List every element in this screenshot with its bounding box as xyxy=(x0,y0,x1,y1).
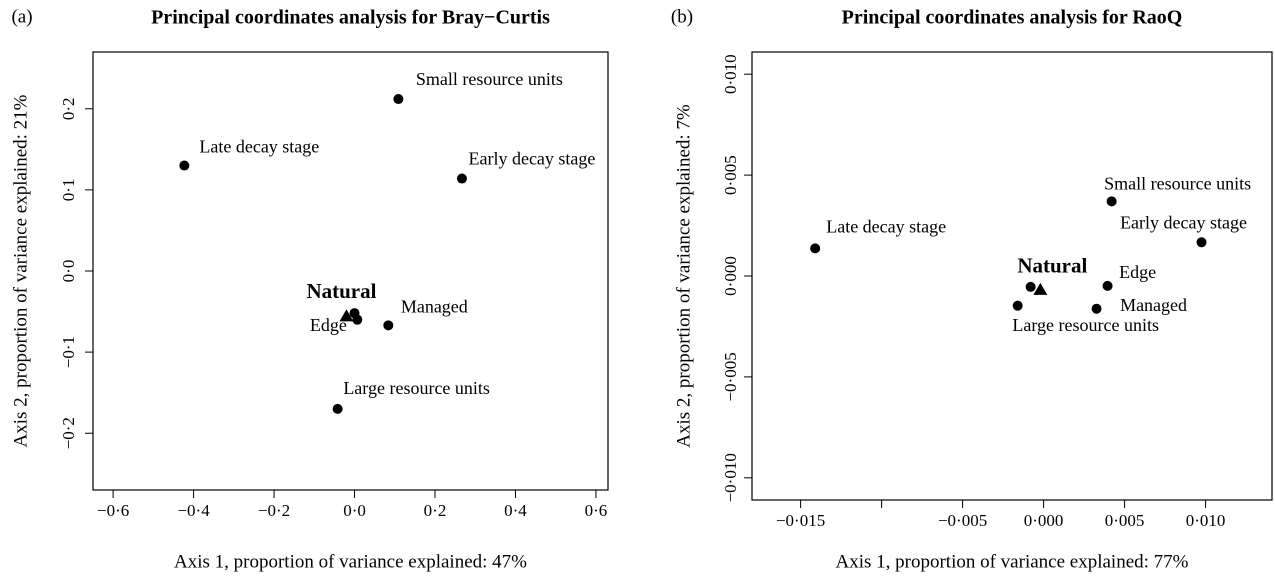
point xyxy=(1091,303,1102,314)
x-tick-label: −0·005 xyxy=(938,511,987,530)
y-tick-label: −0·1 xyxy=(59,336,78,368)
point-label: Late decay stage xyxy=(826,216,946,236)
point xyxy=(1102,280,1113,291)
point-label: Natural xyxy=(1017,254,1087,278)
plot-frame xyxy=(92,51,609,491)
y-tick-label: 0·005 xyxy=(721,155,740,195)
point xyxy=(383,320,394,331)
panel-label: (a) xyxy=(11,6,32,27)
point-label: Late decay stage xyxy=(199,137,319,157)
y-axis-label: Axis 2, proportion of variance explained… xyxy=(10,94,31,447)
point-label: Early decay stage xyxy=(1120,212,1247,232)
point-label: Early decay stage xyxy=(468,149,595,169)
point-label: Edge xyxy=(1119,262,1156,282)
point-label: Edge xyxy=(310,315,347,335)
point-label: Large resource units xyxy=(343,378,490,398)
x-tick-label: 0·6 xyxy=(585,501,608,520)
point-label: Managed xyxy=(401,296,468,316)
point xyxy=(332,403,343,414)
point xyxy=(1106,196,1117,207)
chart-title: Principal coordinates analysis for RaoQ xyxy=(842,7,1183,29)
x-tick-label: 0·000 xyxy=(1024,511,1064,530)
x-tick-label: −0·6 xyxy=(97,501,129,520)
x-tick-label: −0·2 xyxy=(258,501,290,520)
y-tick-label: −0·010 xyxy=(721,453,740,502)
point-label: Small resource units xyxy=(1104,173,1251,193)
point xyxy=(349,308,360,319)
y-tick-label: 0·2 xyxy=(59,97,78,120)
point xyxy=(179,160,190,171)
point xyxy=(1196,237,1207,248)
x-tick-label: 0·010 xyxy=(1186,511,1226,530)
plot-frame xyxy=(751,51,1273,501)
y-tick-label: 0·010 xyxy=(721,54,740,94)
x-tick-label: −0·015 xyxy=(776,511,825,530)
y-tick-label: 0·0 xyxy=(59,260,78,283)
x-tick-label: 0·005 xyxy=(1105,511,1145,530)
y-tick-label: −0·005 xyxy=(721,352,740,401)
point-label: Managed xyxy=(1120,295,1187,315)
point-label: Large resource units xyxy=(1012,315,1159,335)
x-tick-label: 0·0 xyxy=(343,501,366,520)
point-triangle xyxy=(339,309,354,322)
x-axis-label: Axis 1, proportion of variance explained… xyxy=(174,551,527,572)
point-triangle xyxy=(1033,282,1048,295)
x-tick-label: −0·4 xyxy=(177,501,210,520)
point xyxy=(456,173,467,184)
panel-label: (b) xyxy=(671,6,693,27)
point xyxy=(810,243,821,254)
x-tick-label: 0·4 xyxy=(504,501,527,520)
chart-title: Principal coordinates analysis for Bray−… xyxy=(151,7,550,29)
y-axis-label: Axis 2, proportion of variance explained… xyxy=(673,104,694,448)
y-tick-label: 0·000 xyxy=(721,256,740,296)
y-tick-label: 0·1 xyxy=(59,179,78,202)
x-axis-label: Axis 1, proportion of variance explained… xyxy=(836,551,1189,572)
point xyxy=(393,94,404,105)
point xyxy=(1025,281,1036,292)
point-label: Small resource units xyxy=(416,69,563,89)
point xyxy=(1012,300,1023,311)
point-label: Natural xyxy=(306,279,376,303)
x-tick-label: 0·2 xyxy=(424,501,447,520)
y-tick-label: −0·2 xyxy=(59,417,78,449)
